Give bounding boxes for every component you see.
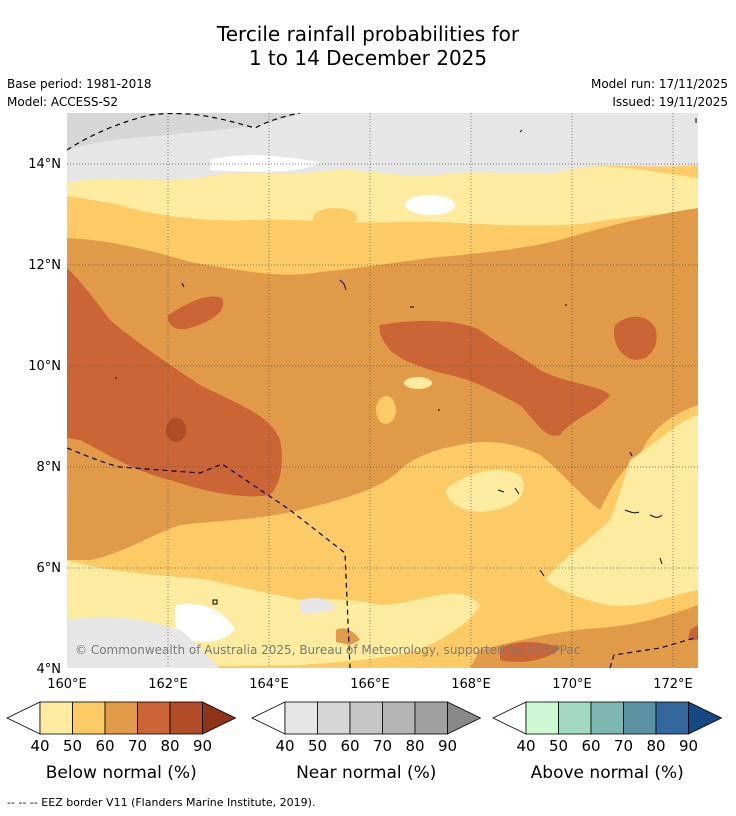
below-normal-70-patch-ne	[613, 316, 657, 360]
title-line-1: Tercile rainfall probabilities for	[216, 22, 520, 46]
below-normal-70-patch-nw	[167, 296, 224, 330]
lon-label-170e: 170°E	[552, 677, 592, 692]
legend-swatch	[525, 701, 559, 735]
issued-date: Issued: 19/11/2025	[612, 95, 728, 109]
near-normal-patch-2	[300, 598, 335, 614]
white-gap-south	[175, 603, 235, 642]
model-run: Model run: 17/11/2025	[590, 77, 728, 91]
below-normal-70-corner	[688, 625, 698, 640]
legend-tick-label: 80	[646, 737, 665, 755]
legend-swatch	[623, 701, 657, 735]
below-normal-40-patch-2	[445, 470, 524, 512]
below-normal-80-patch	[166, 418, 186, 442]
meta-left: Base period: 1981-2018 Model: ACCESS-S2	[7, 75, 152, 111]
legend-arrow-high	[447, 701, 482, 735]
legend-swatch	[284, 701, 318, 735]
legend-title: Below normal (%)	[46, 763, 197, 783]
below-normal-40-band	[67, 166, 698, 226]
lat-label-10n: 10°N	[28, 359, 61, 374]
lon-label-172e: 172°E	[653, 677, 693, 692]
legend-tick-label: 40	[516, 737, 535, 755]
lat-label-14n: 14°N	[28, 157, 61, 172]
legend-below-normal: 40 50 60 70 80 90 Below normal (%)	[6, 701, 237, 783]
lon-label-162e: 162°E	[148, 677, 188, 692]
legend-tick-label: 40	[30, 737, 49, 755]
near-normal-south	[67, 616, 220, 668]
map-area: © Commonwealth of Australia 2025, Bureau…	[67, 113, 698, 668]
legend-swatch	[590, 701, 624, 735]
title-line-2: 1 to 14 December 2025	[248, 46, 488, 70]
below-normal-60-patch-s	[336, 628, 360, 645]
lat-label-12n: 12°N	[28, 258, 61, 273]
legend-tick-label: 50	[63, 737, 82, 755]
map-figure: © Commonwealth of Australia 2025, Bureau…	[6, 113, 723, 783]
below-normal-70-south	[500, 642, 560, 662]
lon-label-164e: 164°E	[249, 677, 289, 692]
gridlines	[67, 113, 698, 668]
legend-arrow-high	[688, 701, 723, 735]
legend-swatch	[104, 701, 138, 735]
white-gap-patch	[405, 195, 455, 215]
legend-swatch	[317, 701, 351, 735]
axis-labels: 14°N 12°N 10°N 8°N 6°N 4°N 160°E 162°E 1…	[28, 157, 693, 692]
legend-title: Near normal (%)	[296, 763, 436, 783]
eez-border-lines	[67, 113, 698, 668]
copyright-text: © Commonwealth of Australia 2025, Bureau…	[75, 643, 580, 657]
legend-tick-label: 90	[679, 737, 698, 755]
legend-tick-label: 90	[438, 737, 457, 755]
legend-above-normal: 40 50 60 70 80 90 Above normal (%)	[492, 701, 723, 783]
model-name: Model: ACCESS-S2	[7, 95, 119, 109]
below-normal-50-patch-2	[376, 396, 396, 424]
white-gap	[210, 155, 320, 172]
legend-tick-label: 80	[405, 737, 424, 755]
legend-swatch	[414, 701, 448, 735]
below-normal-50-patch	[313, 208, 357, 228]
legend-tick-label: 60	[95, 737, 114, 755]
legend-tick-label: 70	[614, 737, 633, 755]
legend-tick-label: 90	[193, 737, 212, 755]
legend-swatch	[558, 701, 592, 735]
meta-right: Model run: 17/11/2025 Issued: 19/11/2025	[591, 75, 728, 111]
lon-label-166e: 166°E	[350, 677, 390, 692]
below-normal-40-patch	[404, 377, 432, 389]
islands	[115, 118, 697, 605]
below-normal-70-west	[67, 268, 282, 497]
legend-swatch	[72, 701, 106, 735]
legend-tick-label: 50	[549, 737, 568, 755]
below-normal-70-east	[379, 320, 610, 436]
legend-title: Above normal (%)	[531, 763, 684, 783]
lat-label-4n: 4°N	[37, 662, 62, 677]
legend-tick-label: 40	[275, 737, 294, 755]
base-period: Base period: 1981-2018	[7, 77, 152, 91]
legend-swatch	[39, 701, 73, 735]
legend-tick-label: 70	[128, 737, 147, 755]
map-title: Tercile rainfall probabilities for 1 to …	[0, 22, 736, 70]
legend-arrow-low	[251, 701, 286, 735]
legend-tick-label: 70	[373, 737, 392, 755]
legend-tick-label: 60	[581, 737, 600, 755]
legend-swatch	[655, 701, 689, 735]
legend-swatch	[382, 701, 416, 735]
legend-arrow-low	[6, 701, 41, 735]
lat-label-8n: 8°N	[37, 460, 62, 475]
lon-label-160e: 160°E	[47, 677, 87, 692]
eez-footnote: -- -- -- EEZ border V11 (Flanders Marine…	[7, 796, 316, 809]
legend-tick-label: 80	[160, 737, 179, 755]
legend-tick-label: 50	[308, 737, 327, 755]
legend-arrow-low	[492, 701, 527, 735]
legend-swatch	[349, 701, 383, 735]
legend-swatch	[169, 701, 203, 735]
lat-label-6n: 6°N	[37, 561, 62, 576]
legend-tick-label: 60	[340, 737, 359, 755]
legend-arrow-high	[202, 701, 237, 735]
legend-swatch	[137, 701, 171, 735]
lon-label-168e: 168°E	[451, 677, 491, 692]
